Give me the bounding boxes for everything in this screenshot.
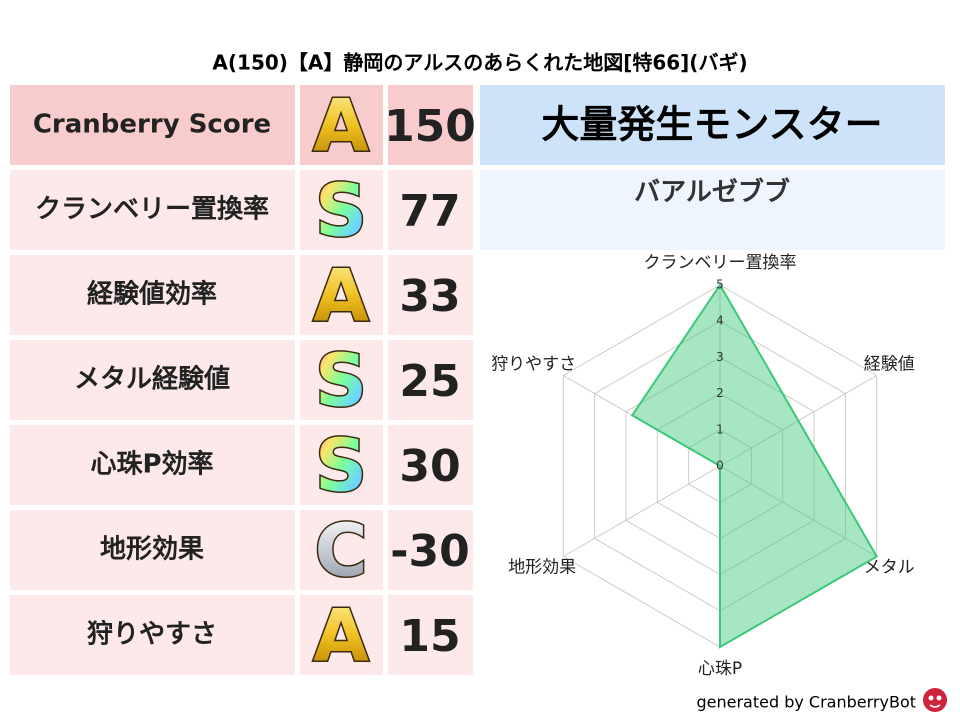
row-label: 経験値効率 <box>87 279 217 310</box>
axis-line <box>562 465 721 557</box>
score: 33 <box>399 271 460 322</box>
grade-cell <box>300 425 383 505</box>
label-cell <box>10 425 295 505</box>
grade-cell <box>300 510 383 590</box>
radar-area <box>630 283 879 649</box>
score-cell <box>388 425 473 505</box>
row-label: クランベリー置換率 <box>35 194 269 225</box>
r-tick-label: 1 <box>716 422 724 436</box>
r-tick-label: 5 <box>716 278 724 292</box>
page-title: A(150)【A】静岡のアルスのあらくれた地図[特66](バギ) <box>212 51 747 75</box>
grade: A <box>313 594 369 678</box>
label-cell <box>10 510 295 590</box>
grade-cell <box>300 85 383 165</box>
r-tick-label: 3 <box>716 350 724 364</box>
score-cell <box>388 510 473 590</box>
score-cell <box>388 340 473 420</box>
score-cell <box>388 255 473 335</box>
score-cell <box>388 595 473 675</box>
label-cell <box>10 85 295 165</box>
label-cell <box>10 340 295 420</box>
footer: generated by CranberryBot <box>696 693 916 712</box>
score: 150 <box>384 101 476 152</box>
r-tick-label: 2 <box>716 386 724 400</box>
axis-line <box>719 465 878 557</box>
axis-label: 狩りやすさ <box>491 355 576 375</box>
axis-label: 経験値 <box>864 355 915 375</box>
monster-header-cell <box>480 85 945 165</box>
row-label: 地形効果 <box>100 534 204 565</box>
score: 77 <box>399 186 460 237</box>
score-cell <box>388 170 473 250</box>
bot-icon <box>923 688 947 712</box>
grade: S <box>315 339 367 423</box>
r-tick-label: 0 <box>716 459 724 473</box>
score-cell <box>388 85 473 165</box>
grade: S <box>315 169 367 253</box>
score: 25 <box>399 356 460 407</box>
row-label: 狩りやすさ <box>87 620 217 650</box>
label-cell <box>10 255 295 335</box>
axis-label: クランベリー置換率 <box>644 253 797 273</box>
row-label: メタル経験値 <box>74 364 230 395</box>
grade-cell <box>300 255 383 335</box>
grade-cell <box>300 595 383 675</box>
label-cell <box>10 170 295 250</box>
axis-label: 心珠P <box>698 659 742 679</box>
score: 15 <box>399 611 460 662</box>
grade: A <box>313 84 369 168</box>
axis-label: 地形効果 <box>508 558 576 578</box>
r-tick-label: 4 <box>716 314 724 328</box>
axis-label: メタル <box>864 558 915 578</box>
grade-cell <box>300 340 383 420</box>
monster-cell <box>480 170 945 250</box>
grade: S <box>315 424 367 508</box>
monster-name: バアルゼブブ <box>634 177 790 208</box>
score: 30 <box>399 441 460 492</box>
grade: A <box>313 254 369 338</box>
grade: C <box>315 509 368 593</box>
row-label: Cranberry Score <box>33 110 271 140</box>
monster-header: 大量発生モンスター <box>541 103 882 147</box>
row-label: 心珠P効率 <box>90 449 213 480</box>
grade-cell <box>300 170 383 250</box>
score: -30 <box>390 526 470 577</box>
label-cell <box>10 595 295 675</box>
